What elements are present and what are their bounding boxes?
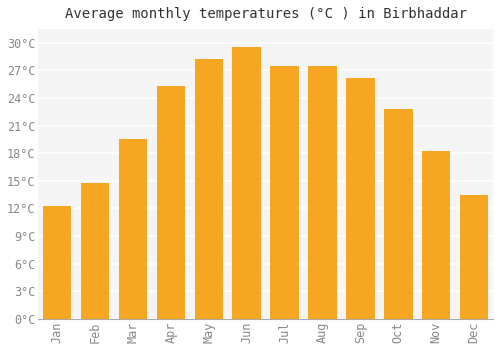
- Bar: [194, 58, 223, 319]
- Bar: [43, 206, 72, 319]
- Bar: [346, 78, 374, 319]
- Bar: [460, 195, 488, 319]
- Bar: [81, 183, 110, 319]
- Bar: [232, 48, 261, 319]
- Bar: [156, 86, 185, 319]
- Bar: [119, 139, 147, 319]
- Bar: [270, 66, 299, 319]
- Bar: [384, 109, 412, 319]
- Bar: [422, 152, 450, 319]
- Title: Average monthly temperatures (°C ) in Birbhaddar: Average monthly temperatures (°C ) in Bi…: [64, 7, 466, 21]
- Bar: [308, 66, 336, 319]
